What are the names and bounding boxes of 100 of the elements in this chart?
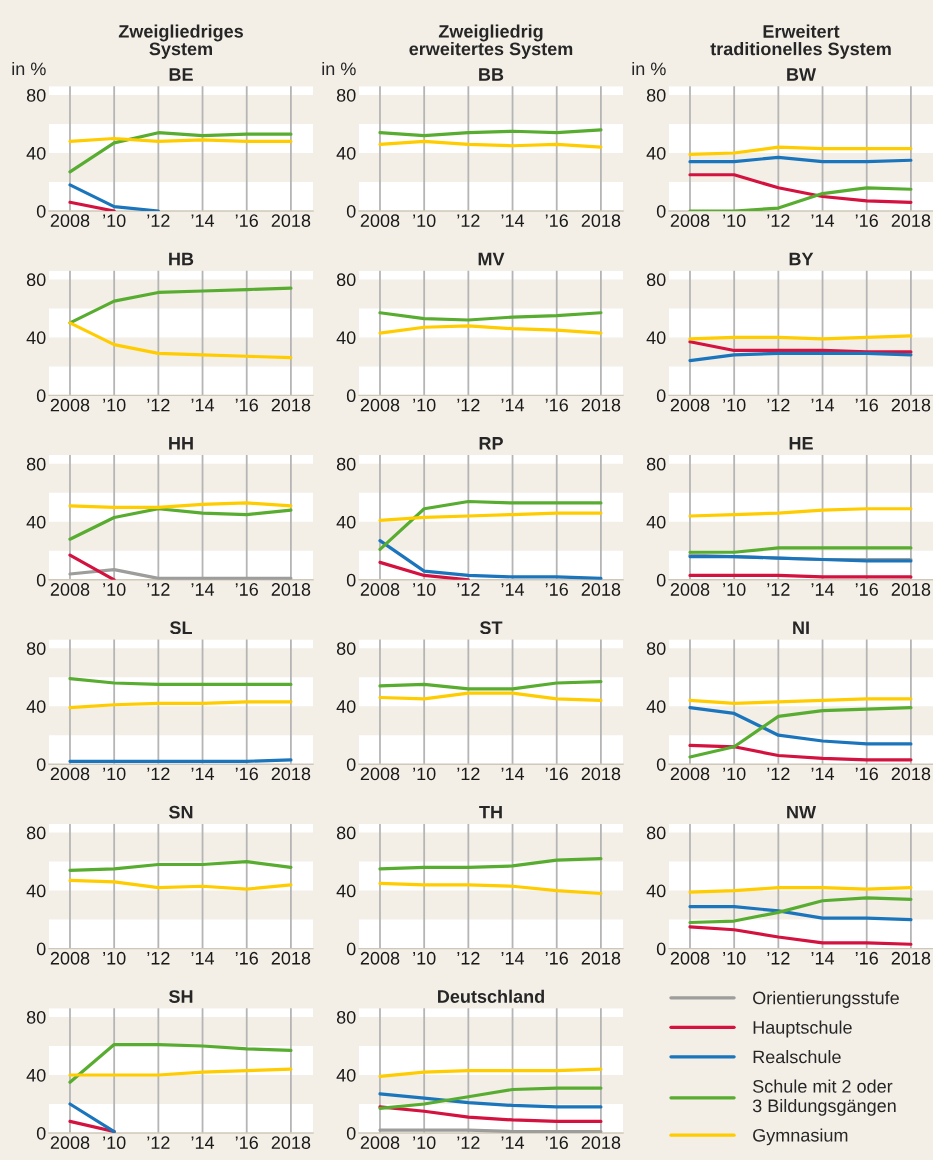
- x-tick-label: 2018: [581, 214, 621, 228]
- y-tick-label: 40: [646, 700, 666, 713]
- x-tick-label: ’16: [545, 583, 568, 596]
- y-tick-label: 0: [346, 389, 356, 403]
- chart-title: TH: [479, 805, 502, 819]
- y-tick-label: 0: [36, 758, 46, 771]
- x-tick-label: ’10: [723, 583, 746, 596]
- x-tick-label: ’16: [545, 398, 568, 412]
- x-tick-label: ’14: [811, 767, 835, 781]
- x-tick-label: ’14: [501, 214, 525, 227]
- x-tick-label: 2008: [670, 767, 710, 781]
- chart-title: NI: [793, 621, 809, 634]
- x-tick-label: ’10: [103, 767, 126, 781]
- legend-label: Hauptschule: [753, 1020, 852, 1038]
- legend-label: Schule mit 2 oder 3 Bildungsgängen: [752, 1079, 896, 1116]
- y-axis-title: in %: [632, 61, 666, 76]
- chart-title: HB: [169, 252, 194, 266]
- x-tick-label: 2008: [670, 583, 710, 596]
- x-tick-label: ’10: [103, 583, 126, 596]
- y-tick-label: 80: [336, 273, 356, 287]
- chart-title: BW: [787, 68, 817, 81]
- x-tick-label: 2018: [891, 398, 931, 412]
- chart-title: SL: [169, 621, 192, 635]
- chart-title: MV: [478, 252, 505, 266]
- x-tick-label: ’14: [501, 1136, 525, 1149]
- x-tick-label: ’14: [191, 767, 215, 781]
- x-tick-label: ’14: [191, 1136, 215, 1149]
- y-tick-label: 80: [26, 642, 46, 655]
- text: Zweigliedrig erweitertes System: [409, 24, 573, 59]
- x-tick-label: ’12: [147, 214, 170, 227]
- text: Zweigliedriges System: [118, 24, 243, 59]
- chart-title: ST: [479, 621, 503, 635]
- x-tick-label: ’16: [545, 214, 568, 228]
- y-tick-label: 40: [646, 146, 666, 160]
- x-tick-label: ’10: [103, 398, 126, 412]
- x-tick-label: ’16: [235, 398, 258, 412]
- x-tick-label: ’16: [235, 1136, 258, 1150]
- y-tick-label: 80: [336, 826, 356, 840]
- x-tick-label: 2008: [50, 767, 90, 781]
- y-tick-label: 40: [336, 515, 356, 529]
- y-tick-label: 80: [26, 457, 46, 471]
- x-tick-label: 2008: [50, 1136, 90, 1150]
- chart-title: NW: [787, 805, 817, 819]
- x-tick-label: ’14: [191, 398, 215, 412]
- x-tick-label: ’12: [147, 951, 170, 965]
- x-tick-label: ’14: [811, 583, 835, 596]
- x-tick-label: ’16: [545, 1136, 568, 1150]
- x-tick-label: 2018: [271, 214, 311, 228]
- y-tick-label: 40: [646, 515, 666, 529]
- y-tick-label: 0: [346, 942, 356, 956]
- x-tick-label: ’10: [413, 1136, 436, 1150]
- x-tick-label: 2018: [891, 951, 931, 965]
- x-tick-label: ’12: [147, 1136, 170, 1149]
- x-tick-label: ’14: [811, 398, 835, 412]
- x-tick-label: ’12: [457, 767, 480, 781]
- y-tick-label: 0: [36, 389, 46, 403]
- x-tick-label: 2008: [50, 951, 90, 965]
- y-tick-label: 40: [646, 331, 666, 345]
- x-tick-label: ’14: [191, 583, 215, 596]
- y-tick-label: 0: [656, 204, 666, 218]
- y-tick-label: 80: [646, 826, 666, 840]
- x-tick-label: ’12: [767, 583, 790, 596]
- x-tick-label: ’12: [147, 767, 170, 781]
- x-tick-label: ’12: [147, 398, 170, 412]
- x-tick-label: 2008: [360, 1136, 400, 1150]
- y-tick-label: 40: [26, 515, 46, 529]
- y-tick-label: 0: [36, 1126, 46, 1140]
- x-tick-label: ’10: [723, 398, 746, 412]
- y-tick-label: 80: [336, 457, 356, 471]
- y-tick-label: 0: [656, 942, 666, 956]
- x-tick-label: ’10: [103, 1136, 126, 1150]
- y-tick-label: 40: [26, 1068, 46, 1082]
- x-tick-label: ’16: [235, 951, 258, 965]
- y-tick-label: 80: [336, 642, 356, 655]
- y-tick-label: 40: [336, 331, 356, 345]
- y-tick-label: 0: [656, 573, 666, 587]
- x-tick-label: ’10: [723, 951, 746, 965]
- y-tick-label: 40: [26, 700, 46, 713]
- y-tick-label: 40: [26, 331, 46, 345]
- x-tick-label: ’12: [457, 583, 480, 596]
- x-tick-label: ’16: [235, 583, 258, 596]
- x-tick-label: 2008: [360, 214, 400, 228]
- chart-title: BY: [789, 252, 814, 266]
- chart-title: HE: [789, 437, 813, 450]
- x-tick-label: 2018: [891, 767, 931, 781]
- chart-title: BB: [479, 68, 504, 81]
- y-tick-label: 40: [646, 884, 666, 898]
- x-tick-label: 2018: [581, 1136, 621, 1150]
- y-tick-label: 40: [26, 146, 46, 160]
- x-tick-label: 2018: [271, 1136, 311, 1150]
- x-tick-label: 2018: [891, 583, 931, 596]
- y-tick-label: 0: [346, 1126, 356, 1140]
- y-tick-label: 40: [26, 884, 46, 898]
- x-tick-label: ’16: [235, 214, 258, 228]
- x-tick-label: ’14: [501, 952, 525, 965]
- y-tick-label: 0: [346, 573, 356, 587]
- chart-title: Deutschland: [438, 989, 544, 1003]
- x-tick-label: ’16: [855, 583, 878, 596]
- x-tick-label: 2018: [271, 951, 311, 965]
- y-tick-label: 80: [646, 457, 666, 471]
